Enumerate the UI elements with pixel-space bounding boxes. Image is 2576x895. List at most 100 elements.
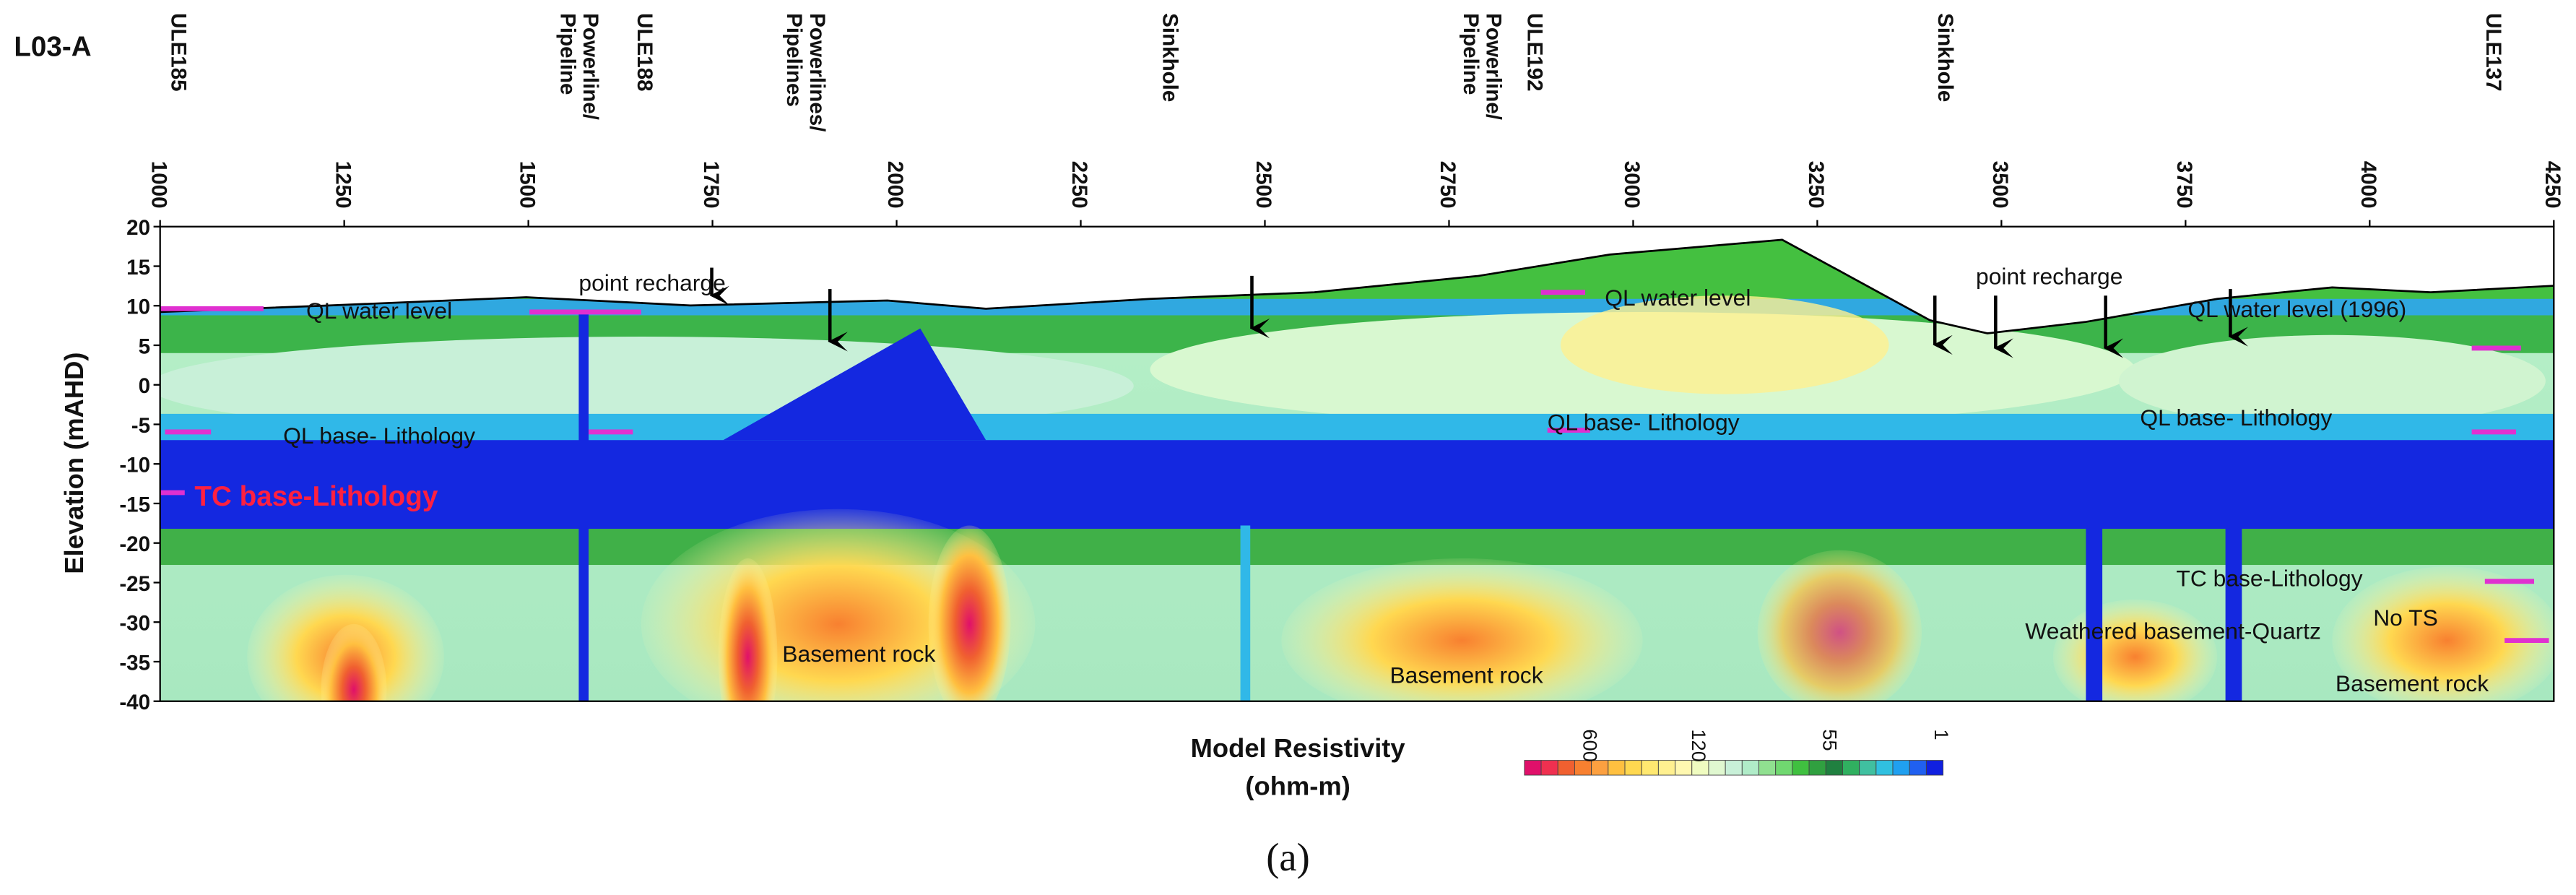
feature-label-line: Powerlines/ xyxy=(805,13,829,131)
feature-label-line: ULE188 xyxy=(633,13,656,91)
feature-label-line: Sinkhole xyxy=(1933,13,1957,102)
feature-label: ULE192 xyxy=(1522,13,1546,91)
annotation: point recharge xyxy=(578,269,725,295)
y-tick-label: 20 xyxy=(126,216,150,240)
surface-line xyxy=(160,238,2554,334)
panel-title: L03-A xyxy=(14,31,91,62)
feature-label: Sinkhole xyxy=(1933,13,1957,102)
level-markers xyxy=(160,290,2549,644)
feature-label: Powerlines/Pipelines xyxy=(782,13,829,131)
x-tick-label: 2500 xyxy=(1252,161,1275,209)
annotation: QL water level xyxy=(1605,285,1751,311)
feature-label-line: Sinkhole xyxy=(1158,13,1182,102)
colorbar-swatch xyxy=(1825,760,1843,776)
feature-label: ULE137 xyxy=(2481,13,2505,91)
feature-label-line: Powerline/ xyxy=(1482,13,1506,120)
colorbar-swatch xyxy=(1574,760,1592,776)
annotation: TC base-Lithology xyxy=(194,481,438,512)
colorbar-swatch xyxy=(1708,760,1726,776)
colorbar-swatch xyxy=(1608,760,1626,776)
colorbar-swatch xyxy=(1875,760,1894,776)
x-tick-label: 3250 xyxy=(1804,161,1828,209)
colorbar-swatch xyxy=(1691,760,1709,776)
x-tick-label: 3750 xyxy=(2172,161,2196,209)
y-tick-label: 15 xyxy=(126,256,150,280)
annotation: Basement rock xyxy=(1389,662,1543,688)
x-tick-label: 4250 xyxy=(2541,161,2564,209)
colorbar-swatch xyxy=(1741,760,1759,776)
colorbar-swatch xyxy=(1758,760,1777,776)
colorbar-swatch xyxy=(1657,760,1676,776)
x-tick-label: 1750 xyxy=(699,161,723,209)
feature-label-line: Pipeline xyxy=(1459,13,1483,95)
colorbar-swatch xyxy=(1675,760,1693,776)
x-tick-label: 1500 xyxy=(515,161,539,209)
y-tick-label: -5 xyxy=(131,414,150,438)
colorbar-swatch xyxy=(1909,760,1927,776)
x-tick-label: 2250 xyxy=(1067,161,1091,209)
colorbar-title: (ohm-m) xyxy=(1245,771,1350,800)
x-tick-label: 3000 xyxy=(1620,161,1644,209)
x-tick-label: 3500 xyxy=(1988,161,2012,209)
colorbar-swatch xyxy=(1892,760,1910,776)
y-tick-label: -15 xyxy=(119,493,150,516)
feature-label: ULE188 xyxy=(633,13,656,91)
colorbar-swatch xyxy=(1540,760,1558,776)
colorbar-swatch xyxy=(1808,760,1826,776)
annotation: QL water level xyxy=(306,298,452,324)
y-tick-label: -35 xyxy=(119,651,150,675)
feature-label-line: ULE192 xyxy=(1522,13,1546,91)
x-tick-label: 2750 xyxy=(1436,161,1460,209)
x-tick-label: 1000 xyxy=(147,161,170,209)
annotation: QL base- Lithology xyxy=(2140,405,2332,431)
feature-label: ULE185 xyxy=(167,13,191,91)
colorbar-swatch xyxy=(1524,760,1542,776)
feature-label-line: Pipelines xyxy=(782,13,806,107)
colorbar-swatch xyxy=(1775,760,1793,776)
y-tick-label: 0 xyxy=(139,374,150,398)
colorbar-swatch xyxy=(1624,760,1642,776)
colorbar-swatch xyxy=(1792,760,1810,776)
y-tick-label: -20 xyxy=(119,532,150,556)
x-tick-label: 1250 xyxy=(331,161,355,209)
annotation: QL water level (1996) xyxy=(2187,296,2406,322)
x-tick-label: 4000 xyxy=(2356,161,2380,209)
annotation: QL base- Lithology xyxy=(1548,410,1740,436)
colorbar-swatch xyxy=(1925,760,1944,776)
x-tick-label: 2000 xyxy=(883,161,907,209)
colorbar-tick-label: 120 xyxy=(1688,729,1710,762)
annotation: Basement rock xyxy=(782,641,935,667)
y-tick-label: -25 xyxy=(119,572,150,596)
colorbar-swatch xyxy=(1859,760,1877,776)
y-tick-label: 10 xyxy=(126,295,150,319)
feature-label-line: Powerline/ xyxy=(578,13,602,120)
colorbar-swatch xyxy=(1641,760,1659,776)
caption: (a) xyxy=(1266,835,1310,879)
annotation: No TS xyxy=(2373,605,2438,631)
feature-label: Sinkhole xyxy=(1158,13,1182,102)
y-tick-label: 5 xyxy=(139,334,150,358)
colorbar-tick-label: 1 xyxy=(1930,729,1953,740)
annotation: QL base- Lithology xyxy=(283,423,475,449)
annotation: point recharge xyxy=(1976,263,2122,289)
colorbar-tick-label: 600 xyxy=(1579,729,1602,762)
colorbar-swatch xyxy=(1591,760,1609,776)
annotation: Basement rock xyxy=(2336,670,2489,696)
y-tick-label: -30 xyxy=(119,612,150,636)
annotation: Weathered basement-Quartz xyxy=(2025,618,2321,644)
colorbar-tick-label: 55 xyxy=(1819,729,1842,751)
colorbar-swatch xyxy=(1725,760,1743,776)
y-tick-label: -10 xyxy=(119,454,150,477)
colorbar-title: Model Resistivity xyxy=(1191,733,1406,763)
annotation: TC base-Lithology xyxy=(2176,566,2362,592)
colorbar-swatch xyxy=(1842,760,1860,776)
feature-label: Powerline/Pipeline xyxy=(1459,13,1506,120)
colorbar-swatch xyxy=(1557,760,1575,776)
feature-label: Powerline/Pipeline xyxy=(555,13,602,120)
feature-label-line: ULE185 xyxy=(167,13,191,91)
recharge-arrows xyxy=(709,267,2248,358)
y-tick-label: -40 xyxy=(119,691,150,714)
feature-label-line: Pipeline xyxy=(555,13,579,95)
feature-label-line: ULE137 xyxy=(2481,13,2505,91)
